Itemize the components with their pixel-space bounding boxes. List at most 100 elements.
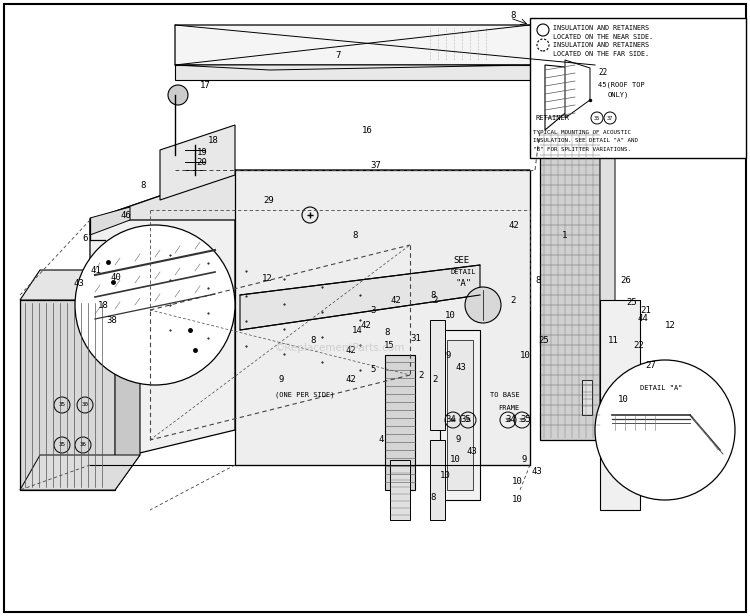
Text: (ONE PER SIDE): (ONE PER SIDE) (275, 392, 334, 399)
Polygon shape (175, 65, 530, 70)
Text: ©ReplacementParts.com: ©ReplacementParts.com (274, 343, 405, 353)
Text: SEE: SEE (453, 256, 470, 264)
Text: RETAINER: RETAINER (535, 115, 569, 121)
Text: 35: 35 (464, 418, 472, 423)
Text: 27: 27 (645, 360, 656, 370)
Polygon shape (90, 170, 235, 465)
Text: 8: 8 (510, 10, 515, 20)
Text: 7: 7 (335, 51, 340, 60)
Text: 35: 35 (518, 418, 526, 423)
Text: 43: 43 (73, 278, 84, 288)
Polygon shape (582, 380, 592, 415)
Text: INSULATION AND RETAINERS: INSULATION AND RETAINERS (553, 25, 649, 31)
Text: 18: 18 (208, 136, 219, 145)
Text: 10: 10 (618, 395, 628, 405)
Polygon shape (160, 125, 235, 200)
Text: 37: 37 (370, 161, 381, 169)
Text: 26: 26 (620, 275, 631, 285)
Polygon shape (115, 270, 140, 490)
Text: 8: 8 (140, 180, 146, 190)
Text: FRAME: FRAME (498, 405, 519, 411)
Text: LOCATED ON THE NEAR SIDE.: LOCATED ON THE NEAR SIDE. (553, 34, 653, 40)
Text: 10: 10 (440, 471, 451, 479)
Polygon shape (600, 130, 615, 455)
Text: 11: 11 (608, 336, 619, 344)
Text: "A": "A" (455, 278, 471, 288)
Text: 43: 43 (532, 468, 543, 477)
Text: 8: 8 (430, 493, 435, 503)
Text: 6: 6 (82, 233, 88, 243)
Text: 46: 46 (120, 211, 130, 219)
Text: 37: 37 (607, 116, 613, 121)
Text: 10: 10 (512, 495, 523, 505)
FancyBboxPatch shape (530, 18, 746, 158)
Text: 36: 36 (80, 442, 86, 447)
Polygon shape (20, 270, 140, 300)
Text: 14: 14 (352, 325, 363, 334)
Text: 2: 2 (418, 370, 423, 379)
Text: 22: 22 (598, 68, 608, 76)
Text: 9: 9 (455, 436, 460, 445)
Text: 10: 10 (512, 477, 523, 487)
Text: 8: 8 (310, 336, 316, 344)
Circle shape (595, 360, 735, 500)
Text: 8: 8 (430, 291, 435, 299)
Text: 12: 12 (665, 320, 676, 330)
Polygon shape (175, 25, 595, 65)
Text: "B" FOR SPLITTER VARIATIONS.: "B" FOR SPLITTER VARIATIONS. (533, 147, 631, 152)
Circle shape (75, 225, 235, 385)
Polygon shape (540, 130, 600, 440)
Text: 8: 8 (535, 275, 540, 285)
Polygon shape (20, 455, 140, 490)
Text: 42: 42 (345, 346, 355, 354)
Text: 34: 34 (505, 418, 512, 423)
Polygon shape (385, 355, 415, 490)
Text: 29: 29 (263, 195, 274, 205)
Text: 8: 8 (384, 328, 389, 336)
Text: 43: 43 (466, 447, 477, 456)
Text: 4: 4 (378, 436, 383, 445)
Polygon shape (545, 65, 575, 130)
Polygon shape (440, 330, 480, 500)
Text: 35: 35 (594, 116, 600, 121)
Text: 20: 20 (196, 158, 207, 166)
Text: 9: 9 (522, 455, 527, 464)
Polygon shape (20, 300, 115, 490)
Polygon shape (447, 340, 473, 490)
Polygon shape (430, 320, 445, 430)
Text: 9: 9 (445, 351, 450, 360)
Text: 15: 15 (384, 341, 394, 349)
Polygon shape (600, 300, 640, 510)
Text: 38: 38 (106, 315, 117, 325)
Text: LOCATED ON THE FAR SIDE.: LOCATED ON THE FAR SIDE. (553, 51, 649, 57)
Text: INSULATION. SEE DETAIL "A" AND: INSULATION. SEE DETAIL "A" AND (533, 137, 638, 142)
Text: 31: 31 (410, 333, 421, 342)
Polygon shape (565, 60, 590, 118)
Text: 10: 10 (520, 351, 531, 360)
Text: 34: 34 (505, 416, 516, 424)
Text: 10: 10 (445, 310, 456, 320)
Text: 1: 1 (562, 230, 567, 240)
Text: TYPICAL MOUNTING OF ACOUSTIC: TYPICAL MOUNTING OF ACOUSTIC (533, 129, 631, 134)
Text: INSULATION AND RETAINERS: INSULATION AND RETAINERS (553, 42, 649, 48)
Text: 25: 25 (626, 298, 637, 307)
Text: 45(ROOF TOP: 45(ROOF TOP (598, 82, 645, 88)
Text: 19: 19 (197, 147, 208, 156)
Text: 40: 40 (110, 272, 121, 282)
Text: 2: 2 (510, 296, 515, 304)
Text: 42: 42 (390, 296, 400, 304)
Text: 8: 8 (352, 230, 358, 240)
Text: TO BASE: TO BASE (490, 392, 520, 398)
Text: 21: 21 (640, 306, 651, 315)
Text: DETAIL: DETAIL (450, 269, 476, 275)
Text: 34: 34 (445, 416, 456, 424)
Text: 22: 22 (633, 341, 644, 349)
Polygon shape (430, 440, 445, 520)
Polygon shape (90, 170, 530, 220)
Text: 44: 44 (638, 314, 649, 323)
Text: 34: 34 (449, 418, 457, 423)
Text: 2: 2 (432, 296, 437, 304)
Circle shape (465, 287, 501, 323)
Text: 3: 3 (370, 306, 376, 315)
Text: 35: 35 (460, 416, 471, 424)
